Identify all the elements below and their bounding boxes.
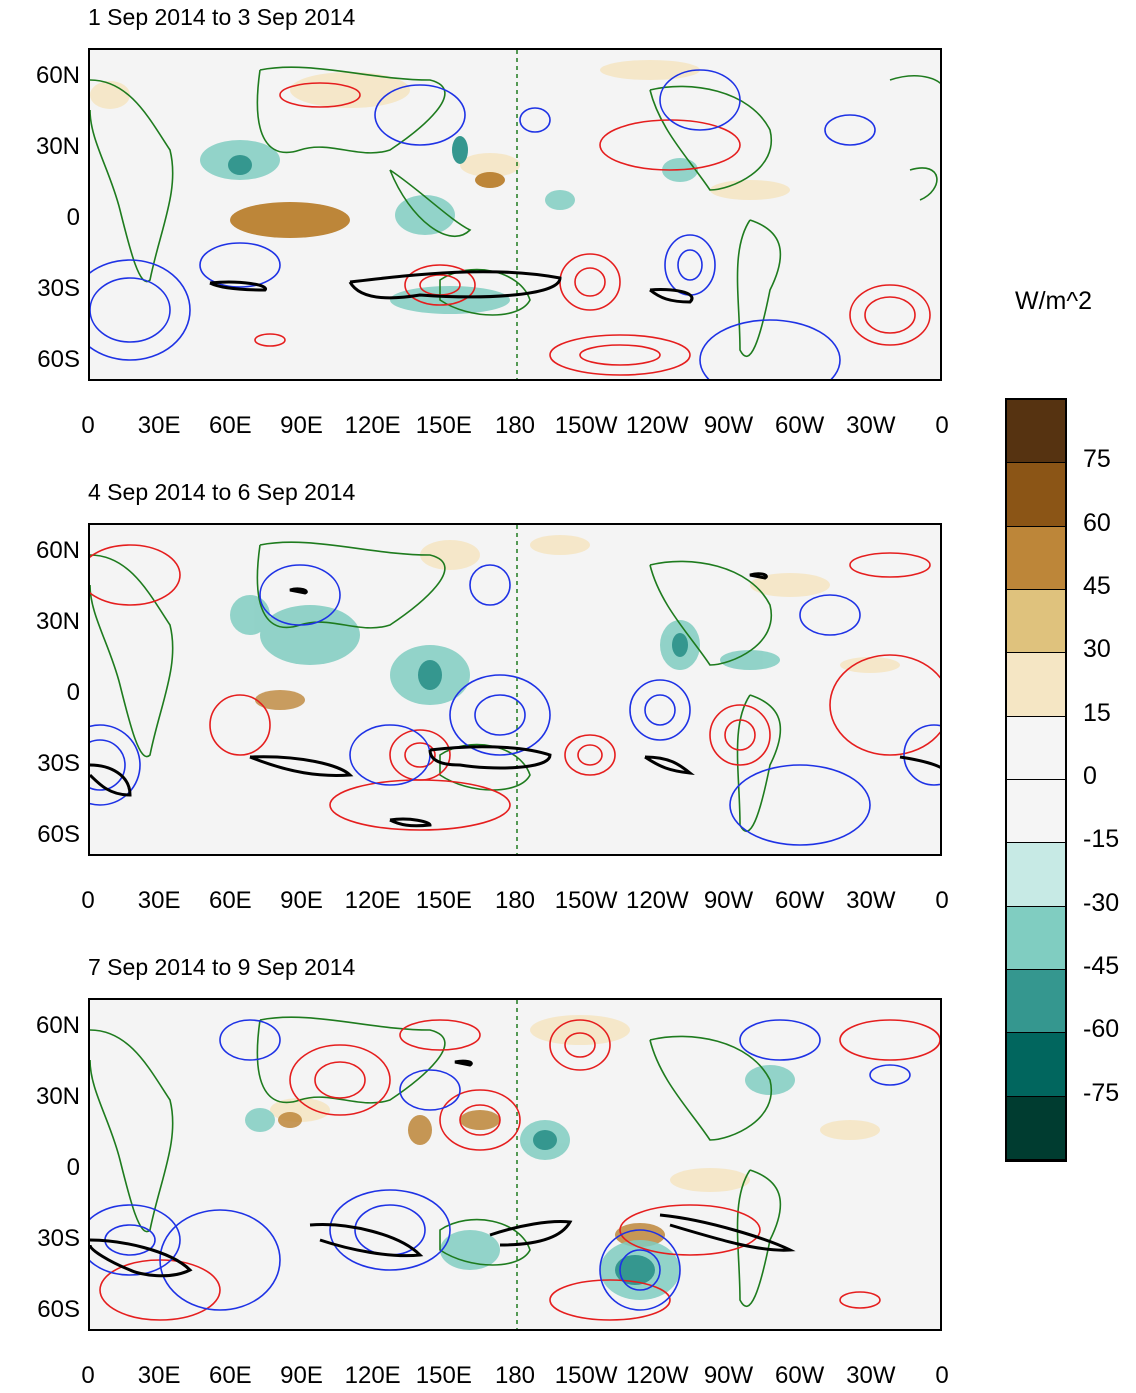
- xtick: 150E: [415, 887, 472, 914]
- xtick: 120E: [344, 412, 401, 439]
- xtick: 30W: [846, 412, 896, 439]
- xtick: 60E: [208, 887, 252, 914]
- xtick: 150E: [415, 412, 472, 439]
- colorbar-label: -75: [1083, 1078, 1120, 1107]
- colorbar-segment: [1007, 779, 1065, 844]
- xtick: 180: [494, 887, 536, 914]
- colorbar-label: 0: [1083, 762, 1097, 790]
- ytick: 60S: [37, 1296, 80, 1323]
- xtick: 60W: [774, 1362, 825, 1389]
- xtick: 120W: [625, 1362, 689, 1389]
- xtick: 0: [81, 887, 95, 914]
- colorbar-segment: [1007, 969, 1065, 1034]
- xtick: 0: [81, 1362, 95, 1389]
- colorbar-label: 30: [1083, 635, 1111, 664]
- ytick: 60N: [35, 1012, 80, 1039]
- xtick: 90W: [703, 412, 754, 439]
- colorbar: [1005, 398, 1067, 1162]
- xtick: 60E: [208, 412, 252, 439]
- colorbar-segment: [1007, 463, 1065, 527]
- colorbar-label: -45: [1083, 952, 1120, 980]
- xtick: 120E: [344, 1362, 401, 1389]
- xtick: 90E: [280, 412, 323, 439]
- ytick: 30S: [37, 1225, 80, 1252]
- colorbar-label: -30: [1083, 888, 1120, 917]
- xtick: 30E: [137, 1362, 181, 1389]
- xtick: 180: [494, 1362, 536, 1389]
- colorbar-label: 45: [1083, 572, 1111, 600]
- xtick: 0: [935, 887, 949, 914]
- colorbar-label: -15: [1083, 825, 1120, 854]
- xtick: 30W: [846, 1362, 896, 1389]
- colorbar-segment: [1007, 1033, 1065, 1097]
- ytick: 0: [66, 204, 80, 231]
- colorbar-label: 15: [1083, 698, 1111, 727]
- panel-3-map: [88, 998, 942, 1331]
- xtick: 0: [935, 412, 949, 439]
- xtick: 150W: [554, 1362, 618, 1389]
- colorbar-segment: [1007, 906, 1065, 970]
- ytick: 30N: [35, 1083, 80, 1110]
- ytick: 30N: [35, 608, 80, 635]
- xtick: 60E: [208, 1362, 252, 1389]
- xtick: 90E: [280, 1362, 323, 1389]
- colorbar-segment: [1007, 653, 1065, 717]
- xtick: 120E: [344, 887, 401, 914]
- colorbar-segment: [1007, 526, 1065, 590]
- panel-1-title: 1 Sep 2014 to 3 Sep 2014: [88, 4, 356, 30]
- ytick: 30S: [37, 275, 80, 302]
- colorbar-segment: [1007, 1096, 1065, 1160]
- ytick: 0: [66, 679, 80, 706]
- xtick: 90W: [703, 887, 754, 914]
- xtick: 150W: [554, 412, 618, 439]
- ytick: 30N: [35, 133, 80, 160]
- xtick: 30W: [846, 887, 896, 914]
- ytick: 0: [66, 1154, 80, 1181]
- xtick: 150E: [415, 1362, 472, 1389]
- units-label: W/m^2: [1015, 287, 1093, 315]
- ytick: 60N: [35, 62, 80, 89]
- ytick: 60N: [35, 537, 80, 564]
- colorbar-segment: [1007, 400, 1065, 464]
- xtick: 90W: [703, 1362, 754, 1389]
- panel-2-map: [88, 523, 942, 856]
- panel-3-title: 7 Sep 2014 to 9 Sep 2014: [88, 954, 356, 980]
- xtick: 120W: [625, 887, 689, 914]
- xtick: 30E: [137, 887, 181, 914]
- panel-2-title: 4 Sep 2014 to 6 Sep 2014: [88, 479, 356, 505]
- xtick: 0: [935, 1362, 949, 1389]
- colorbar-label: -60: [1083, 1015, 1120, 1044]
- xtick: 90E: [280, 887, 323, 914]
- xtick: 30E: [137, 412, 181, 439]
- ytick: 30S: [37, 750, 80, 777]
- panel-1-map: [88, 48, 942, 381]
- xtick: 120W: [625, 412, 689, 439]
- xtick: 0: [81, 412, 95, 439]
- colorbar-label: 75: [1083, 445, 1111, 474]
- ytick: 60S: [37, 821, 80, 848]
- xtick: 60W: [774, 412, 825, 439]
- xtick: 150W: [554, 887, 618, 914]
- xtick: 180: [494, 412, 536, 439]
- colorbar-segment: [1007, 843, 1065, 907]
- ytick: 60S: [37, 346, 80, 373]
- colorbar-segment: [1007, 716, 1065, 780]
- colorbar-label: 60: [1083, 508, 1111, 537]
- xtick: 60W: [774, 887, 825, 914]
- colorbar-segment: [1007, 589, 1065, 654]
